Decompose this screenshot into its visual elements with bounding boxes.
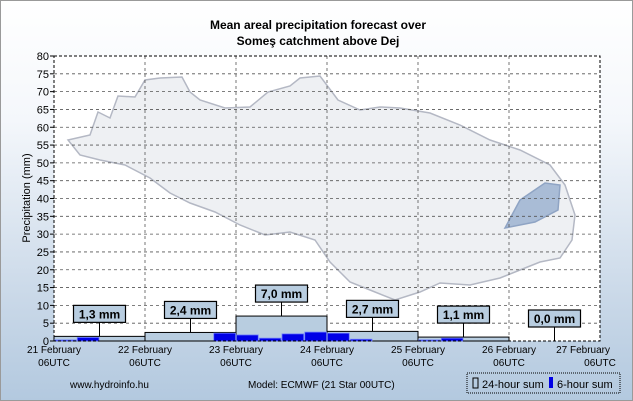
value-label: 1,3 mm bbox=[79, 307, 120, 321]
y-tick-label: 80 bbox=[37, 51, 49, 63]
legend-6h-label: 6-hour sum bbox=[557, 379, 613, 391]
x-tick-date: 27 February bbox=[556, 345, 610, 356]
six-hour-bar bbox=[213, 332, 236, 342]
legend: 24-hour sum 6-hour sum bbox=[466, 372, 621, 394]
x-tick-date: 22 February bbox=[118, 345, 172, 356]
six-hour-bar bbox=[236, 334, 259, 342]
y-tick-label: 60 bbox=[37, 122, 49, 134]
six-hour-bar bbox=[349, 338, 373, 342]
value-label: 2,7 mm bbox=[352, 302, 393, 316]
grid-lines bbox=[54, 56, 600, 341]
x-tick-time: 06UTC bbox=[220, 358, 252, 369]
catchment-map bbox=[66, 75, 576, 301]
plot-border bbox=[53, 55, 601, 342]
value-label: 7,0 mm bbox=[261, 287, 302, 301]
six-hour-bar bbox=[440, 337, 464, 342]
y-axis-label: Precipitation (mm) bbox=[21, 153, 33, 242]
six-hour-bar bbox=[281, 333, 305, 342]
x-tick-date: 25 February bbox=[391, 345, 445, 356]
y-tick-label: 35 bbox=[37, 211, 49, 223]
y-tick-label: 55 bbox=[37, 140, 49, 152]
six-hour-bar bbox=[327, 332, 350, 342]
value-label-box bbox=[527, 309, 582, 328]
chart-title-line2: Someş catchment above Dej bbox=[237, 34, 400, 48]
x-tick-time: 06UTC bbox=[311, 358, 343, 369]
model-text: Model: ECMWF (21 Star 00UTC) bbox=[248, 380, 395, 391]
x-tick-time: 06UTC bbox=[129, 358, 161, 369]
chart-title-line1: Mean areal precipitation forecast over bbox=[210, 18, 426, 32]
y-tick-label: 70 bbox=[37, 87, 49, 99]
source-text: www.hydroinfo.hu bbox=[69, 380, 149, 391]
x-tick-time: 06UTC bbox=[38, 358, 70, 369]
y-tick-label: 0 bbox=[43, 336, 49, 348]
y-tick-label: 65 bbox=[37, 104, 49, 116]
y-tick-label: 20 bbox=[37, 265, 49, 277]
value-label: 1,1 mm bbox=[443, 308, 484, 322]
value-label: 2,4 mm bbox=[170, 303, 211, 317]
six-hour-bar bbox=[304, 331, 327, 342]
y-tick-label: 50 bbox=[37, 158, 49, 170]
value-label-box bbox=[72, 304, 127, 323]
x-tick-time: 06UTC bbox=[402, 358, 434, 369]
y-tick-label: 25 bbox=[37, 247, 49, 259]
legend-24h-swatch bbox=[472, 377, 479, 389]
x-tick-date: 21 February bbox=[27, 345, 81, 356]
value-label-box bbox=[345, 299, 400, 318]
y-tick-label: 10 bbox=[37, 300, 49, 312]
x-tick-date: 24 February bbox=[300, 345, 354, 356]
value-label-box bbox=[254, 284, 309, 303]
value-label-box bbox=[163, 300, 218, 320]
x-tick-date: 26 February bbox=[482, 345, 536, 356]
legend-24h-label: 24-hour sum bbox=[482, 379, 544, 391]
value-label-box bbox=[436, 305, 491, 324]
x-tick-time: 06UTC bbox=[493, 358, 525, 369]
legend-6h-swatch bbox=[549, 377, 553, 388]
y-tick-label: 75 bbox=[37, 69, 49, 81]
y-tick-label: 40 bbox=[37, 194, 49, 206]
y-tick-label: 5 bbox=[43, 318, 49, 330]
y-tick-label: 30 bbox=[37, 229, 49, 241]
six-hour-bar bbox=[76, 337, 100, 342]
y-tick-label: 45 bbox=[37, 176, 49, 188]
x-tick-date: 23 February bbox=[209, 345, 263, 356]
y-tick-label: 15 bbox=[37, 283, 49, 295]
value-label: 0,0 mm bbox=[534, 312, 575, 326]
x-tick-time: 06UTC bbox=[584, 358, 616, 369]
